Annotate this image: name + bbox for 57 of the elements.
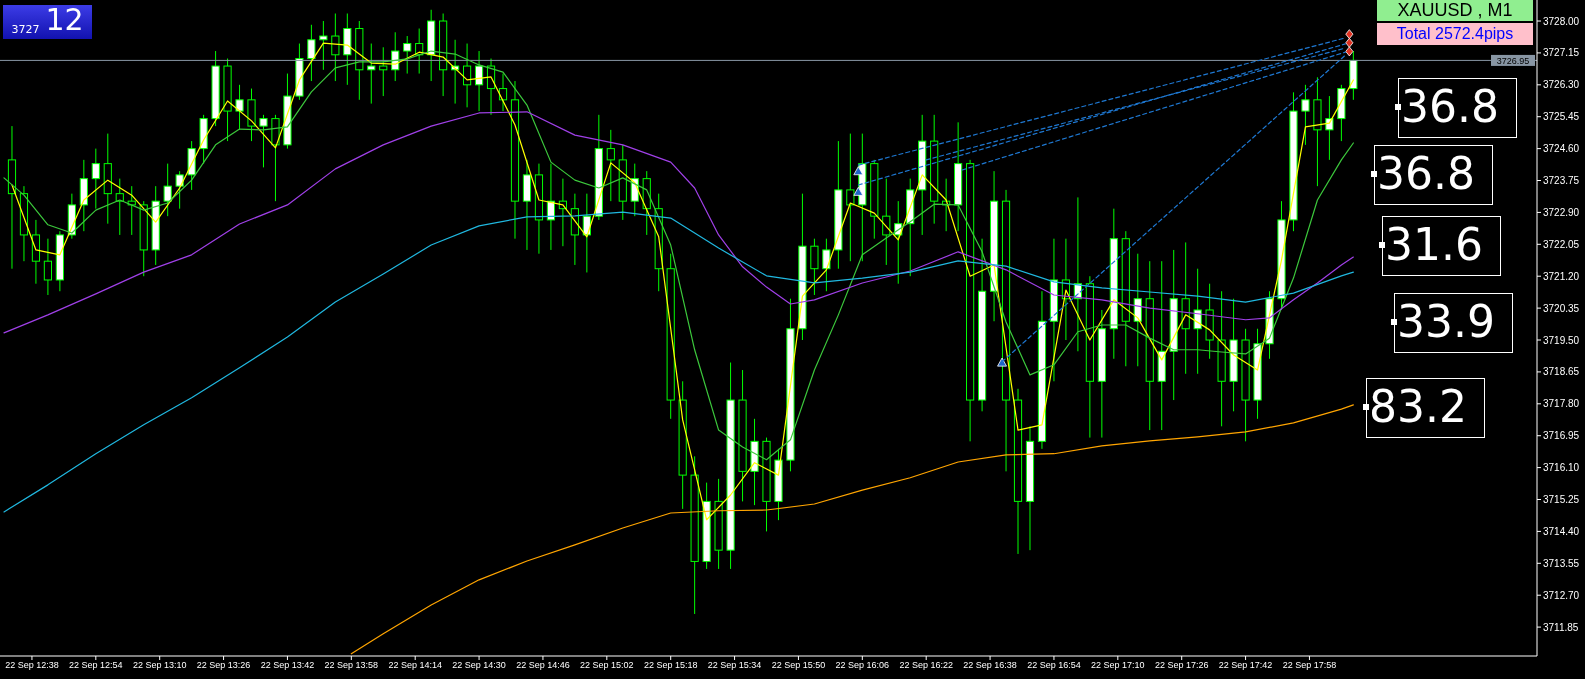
label-box: 31.6 [1382, 216, 1501, 276]
annotation: 3727 [11, 23, 40, 36]
x-tick-label: 22 Sep 16:06 [835, 660, 890, 671]
x-tick-label: 22 Sep 16:54 [1027, 660, 1081, 671]
y-tick-label: 3721.20 [1543, 270, 1580, 282]
x-tick-label: 22 Sep 15:18 [643, 660, 698, 671]
x-tick-label: 22 Sep 17:10 [1091, 660, 1145, 671]
label-box: 83.2 [1366, 378, 1485, 438]
y-tick-label: 3722.05 [1543, 238, 1580, 250]
x-tick-label: 22 Sep 13:42 [260, 660, 315, 671]
y-tick-label: 3712.70 [1543, 589, 1580, 601]
annotation: 33.9 [1397, 295, 1495, 349]
y-tick-label: 3719.50 [1543, 334, 1580, 346]
y-tick-label: 3717.80 [1543, 398, 1580, 410]
x-tick-label: 22 Sep 16:22 [899, 660, 953, 671]
y-tick-label: 3715.25 [1543, 494, 1580, 506]
y-tick-label: 3714.40 [1543, 525, 1580, 537]
label-box: 36.8 [1374, 145, 1493, 205]
x-tick-label: 22 Sep 13:26 [196, 660, 251, 671]
ref-line-label: 3726.95 [1496, 55, 1530, 66]
y-tick-label: 3720.35 [1543, 302, 1580, 314]
y-tick-label: 3725.45 [1543, 111, 1580, 123]
x-tick-label: 22 Sep 13:58 [324, 660, 379, 671]
y-tick-label: 3711.85 [1543, 621, 1579, 633]
label-box: 33.9 [1394, 293, 1513, 353]
y-tick-label: 3728.00 [1543, 15, 1580, 27]
y-tick-label: 3724.60 [1543, 143, 1580, 155]
chart-title: XAUUSD , M1 [1377, 0, 1533, 21]
y-tick-label: 3716.10 [1543, 462, 1580, 474]
x-tick-label: 22 Sep 14:14 [388, 660, 442, 671]
x-tick-label: 22 Sep 14:46 [516, 660, 570, 671]
annotation: 12 [45, 2, 84, 37]
y-tick-label: 3722.90 [1543, 206, 1580, 218]
x-tick-label: 22 Sep 16:38 [963, 660, 1017, 671]
annotation: 36.8 [1377, 147, 1475, 201]
annotation: 31.6 [1385, 218, 1483, 272]
y-tick-label: 3718.65 [1543, 366, 1580, 378]
x-tick-label: 22 Sep 14:30 [452, 660, 506, 671]
y-tick-label: 3727.15 [1543, 47, 1580, 59]
x-tick-label: 22 Sep 15:02 [580, 660, 634, 671]
x-tick-label: 22 Sep 13:10 [132, 660, 187, 671]
x-tick-label: 22 Sep 15:50 [771, 660, 826, 671]
y-tick-label: 3726.30 [1543, 79, 1580, 91]
y-tick-label: 3716.95 [1543, 430, 1580, 442]
x-tick-label: 22 Sep 17:58 [1282, 660, 1337, 671]
x-tick-label: 22 Sep 17:42 [1218, 660, 1273, 671]
y-tick-label: 3723.75 [1543, 175, 1580, 187]
x-tick-label: 22 Sep 12:54 [69, 660, 123, 671]
counter-panel: 3727 12 [3, 5, 92, 39]
label-box: 36.8 [1398, 78, 1517, 138]
y-tick-label: 3713.55 [1543, 557, 1580, 569]
text: Total 2572.4pips [1377, 23, 1533, 45]
x-tick-label: 22 Sep 12:38 [5, 660, 59, 671]
annotation: 83.2 [1369, 380, 1467, 434]
x-tick-label: 22 Sep 15:34 [707, 660, 762, 671]
annotation: 36.8 [1401, 80, 1499, 134]
x-tick-label: 22 Sep 17:26 [1154, 660, 1209, 671]
